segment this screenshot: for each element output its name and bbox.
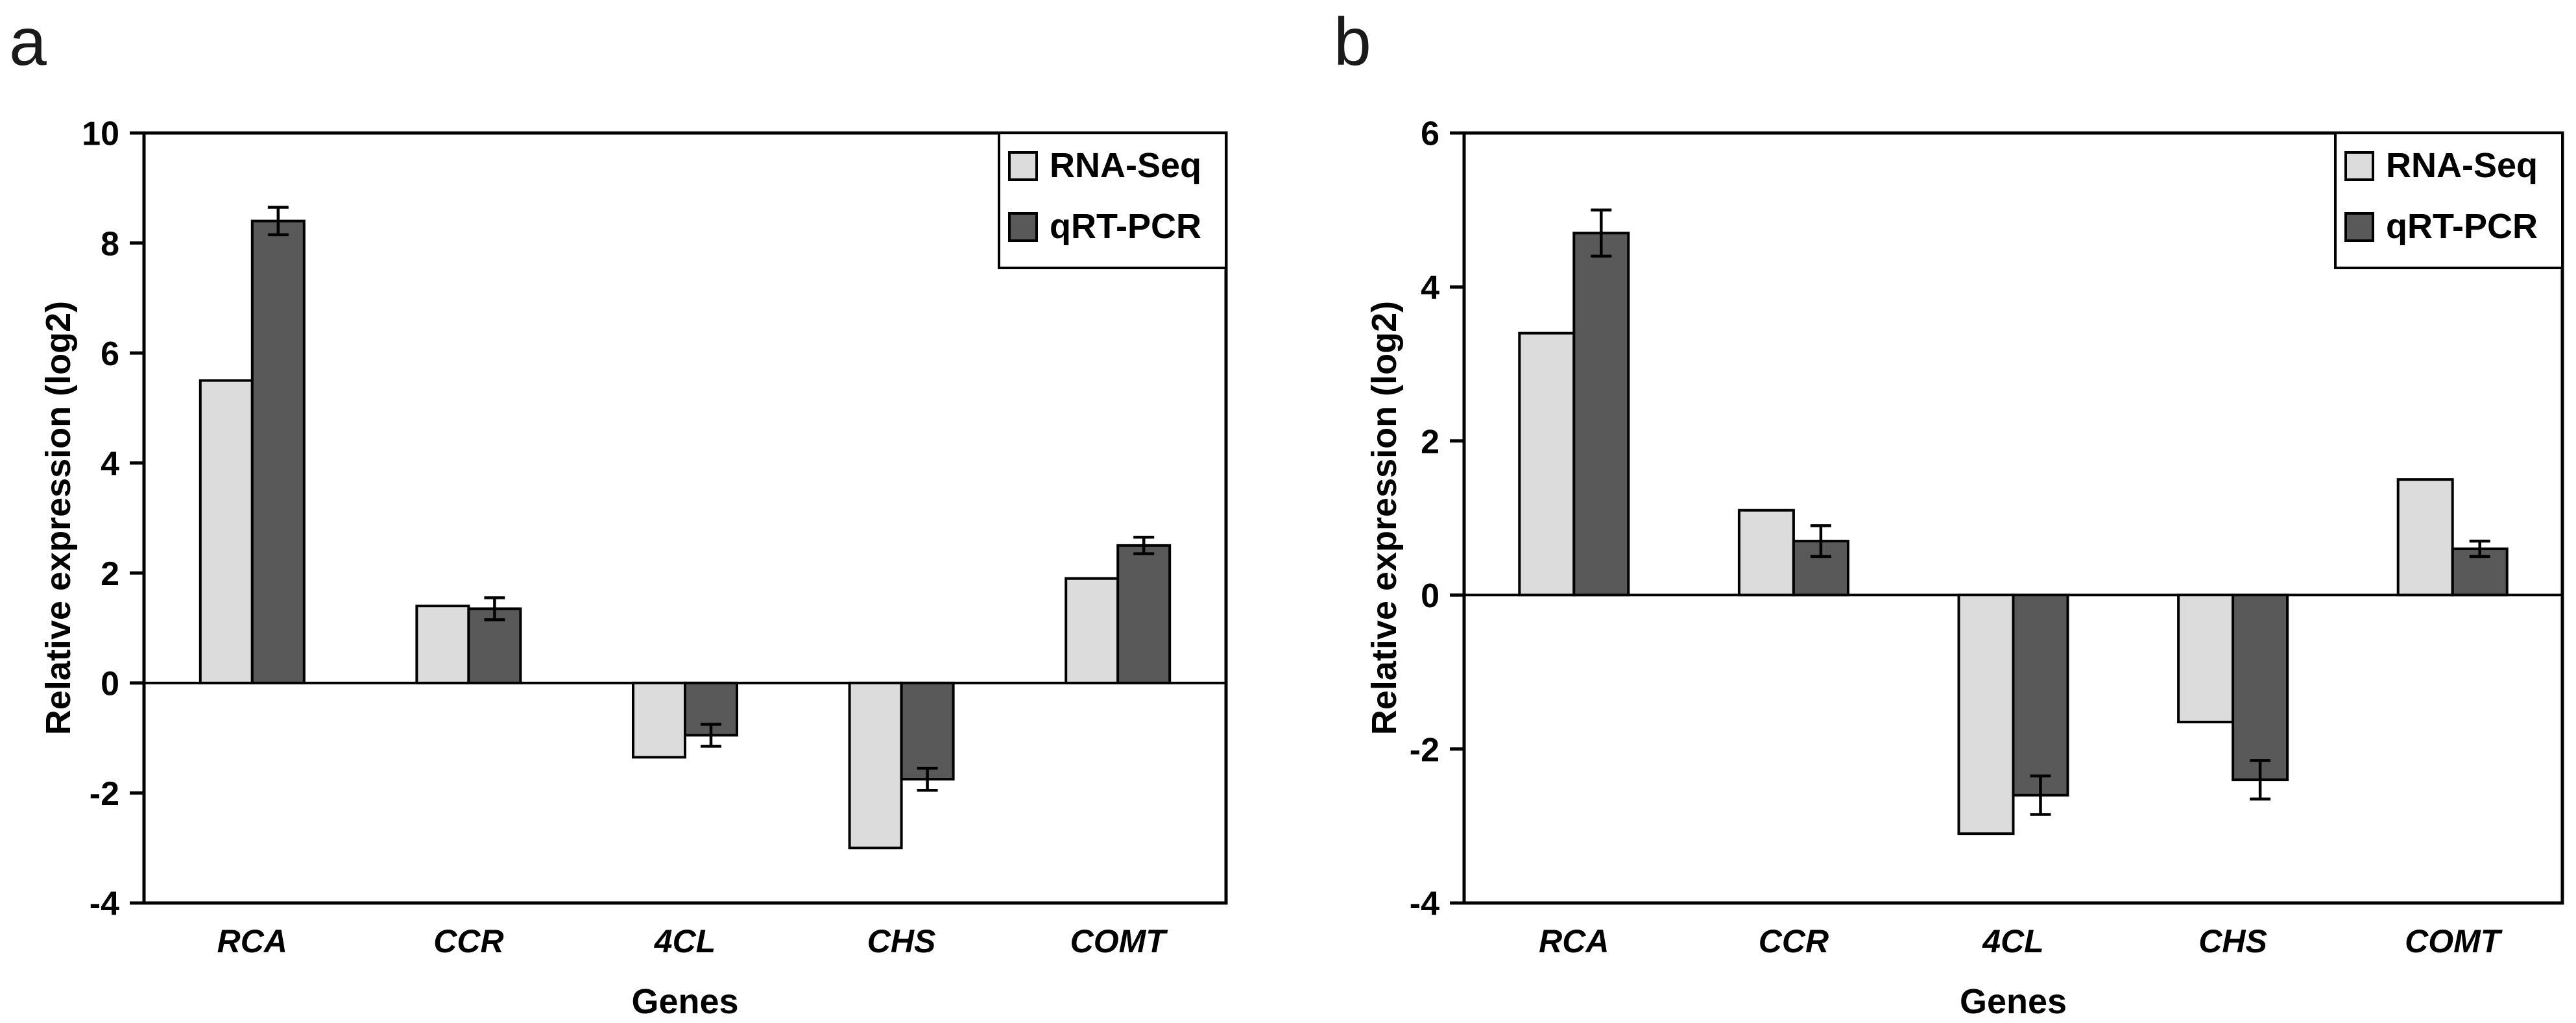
bar-CCR-RNA-Seq — [1737, 509, 1795, 597]
error-bar-RCA-qRT-PCR — [1591, 208, 1612, 258]
error-bar-CCR-qRT-PCR — [484, 596, 505, 621]
legend: RNA-Seq qRT-PCR — [998, 132, 1227, 269]
x-category-label-CHS: CHS — [867, 923, 936, 959]
bar-CHS-qRT-PCR — [2232, 594, 2289, 782]
x-category-label-CCR: CCR — [433, 923, 503, 959]
y-tick-label-4: 4 — [101, 445, 119, 483]
bar-RCA-RNA-Seq — [199, 379, 254, 684]
bar-4CL-RNA-Seq — [632, 681, 686, 759]
y-tick-label-0: 0 — [1421, 577, 1439, 615]
y-tick-label-10: 10 — [82, 115, 119, 153]
y-axis-title: Relative expression (log2) — [39, 301, 78, 735]
y-tick-label-0: 0 — [101, 666, 119, 703]
y-tick-label-2: 2 — [1421, 424, 1439, 461]
error-bar-CCR-qRT-PCR — [1810, 524, 1831, 559]
chart-a: 10 8 6 4 2 0 -2 -4 RCA CCR 4CL CHS COMT Genes Relative… — [39, 115, 1228, 1021]
error-bar-RCA-qRT-PCR — [267, 206, 289, 237]
legend: RNA-Seq qRT-PCR — [2334, 132, 2564, 269]
legend-label-qRT-PCR: qRT-PCR — [1050, 207, 1201, 246]
bar-RCA-RNA-Seq — [1518, 331, 1576, 597]
error-bar-CHS-qRT-PCR — [2250, 759, 2271, 801]
plot-border — [1462, 131, 2564, 905]
x-category-label-COMT: COMT — [1070, 923, 1169, 959]
error-bar-4CL-qRT-PCR — [701, 723, 721, 748]
bar-RCA-qRT-PCR — [1572, 232, 1630, 597]
bar-CCR-RNA-Seq — [415, 605, 470, 684]
legend-swatch-RNA-Seq — [2344, 151, 2374, 181]
panel-a-label: a — [9, 5, 47, 80]
x-category-label-RCA: RCA — [217, 923, 287, 959]
y-tick-label-4: 4 — [1421, 269, 1439, 307]
x-axis-title: Genes — [631, 982, 738, 1021]
y-tick-label-6: 6 — [1421, 115, 1439, 153]
x-category-label-CCR: CCR — [1759, 923, 1829, 959]
error-bar-4CL-qRT-PCR — [2030, 774, 2051, 816]
legend-swatch-RNA-Seq — [1008, 151, 1038, 181]
panel-b-label: b — [1334, 5, 1371, 80]
x-category-label-4CL: 4CL — [1982, 923, 2043, 959]
plot-border — [142, 131, 1228, 905]
bar-4CL-qRT-PCR — [2012, 594, 2069, 797]
legend-swatch-qRT-PCR — [1008, 212, 1038, 242]
y-tick-label--2: -2 — [90, 775, 119, 813]
legend-label-RNA-Seq: RNA-Seq — [1050, 146, 1201, 185]
x-category-label-4CL: 4CL — [654, 923, 716, 959]
chart-b: 6 4 2 0 -2 -4 RCA CCR 4CL CHS COMT Genes Relative ex… — [1365, 115, 2564, 1021]
bar-COMT-RNA-Seq — [2396, 478, 2454, 597]
x-category-label-RCA: RCA — [1539, 923, 1609, 959]
y-tick-label--2: -2 — [1410, 731, 1439, 769]
bar-COMT-qRT-PCR — [1116, 544, 1172, 684]
legend-swatch-qRT-PCR — [2344, 212, 2374, 242]
y-tick-label-6: 6 — [101, 335, 119, 373]
error-bar-CHS-qRT-PCR — [917, 767, 938, 792]
error-bar-COMT-qRT-PCR — [2469, 539, 2490, 559]
y-tick-label--4: -4 — [90, 885, 119, 923]
y-tick-label--4: -4 — [1410, 885, 1439, 923]
y-tick-label-2: 2 — [101, 555, 119, 593]
legend-label-RNA-Seq: RNA-Seq — [2386, 146, 2538, 185]
bar-4CL-RNA-Seq — [1957, 594, 2015, 836]
x-category-label-COMT: COMT — [2405, 923, 2503, 959]
bar-COMT-RNA-Seq — [1065, 577, 1120, 684]
bar-CHS-qRT-PCR — [900, 681, 955, 781]
error-bar-COMT-qRT-PCR — [1133, 535, 1155, 555]
y-tick-label-8: 8 — [101, 225, 119, 263]
legend-label-qRT-PCR: qRT-PCR — [2386, 207, 2538, 246]
x-category-label-CHS: CHS — [2198, 923, 2267, 959]
x-axis-title: Genes — [1960, 982, 2067, 1021]
y-axis-title: Relative expression (log2) — [1365, 301, 1404, 735]
bar-RCA-qRT-PCR — [250, 219, 306, 684]
bar-CHS-RNA-Seq — [2177, 594, 2235, 724]
bar-CHS-RNA-Seq — [848, 681, 903, 850]
